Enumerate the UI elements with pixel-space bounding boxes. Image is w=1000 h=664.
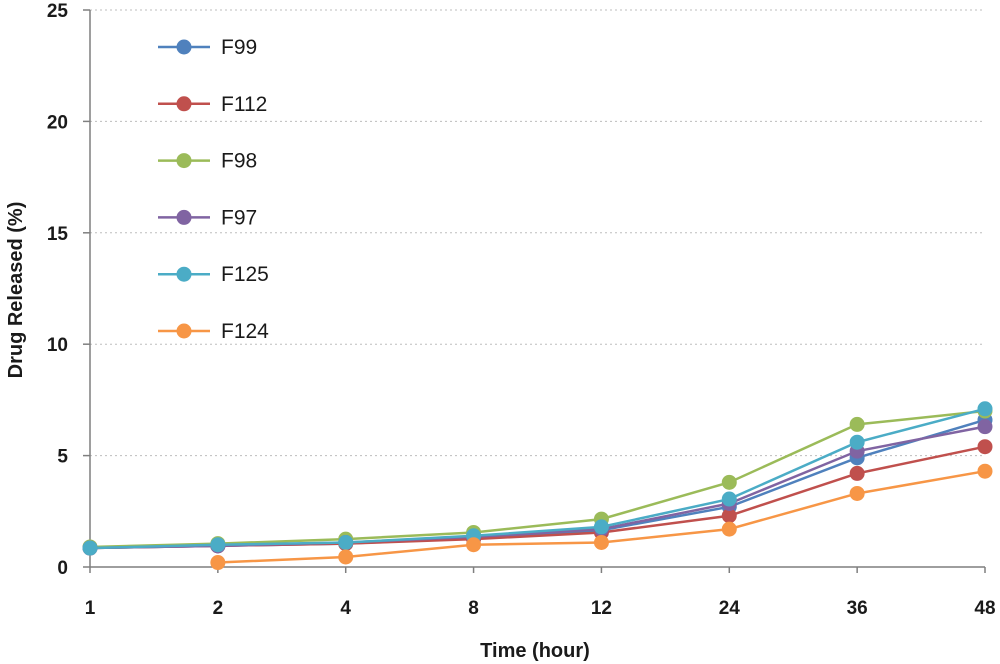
legend-item: F125	[158, 263, 269, 286]
x-axis-title: Time (hour)	[480, 640, 590, 662]
x-tick-label: 1	[85, 598, 96, 619]
legend-swatch-marker	[176, 266, 192, 282]
axes	[83, 9, 986, 573]
legend-label: F97	[221, 206, 257, 229]
data-point	[210, 555, 226, 571]
x-tick-label: 36	[847, 598, 868, 619]
legend-swatch-marker	[176, 209, 192, 225]
data-point	[593, 534, 609, 550]
legend: F99 F112 F98 F97 F125 F124	[158, 36, 269, 343]
data-point	[82, 540, 98, 556]
series-f125	[82, 401, 993, 556]
legend-item: F124	[158, 320, 269, 343]
series-f124	[210, 463, 993, 571]
data-point	[977, 463, 993, 479]
x-tick-label: 4	[340, 598, 351, 619]
y-tick-label: 5	[57, 447, 68, 468]
data-point	[338, 534, 354, 550]
y-tick-label: 0	[57, 558, 68, 579]
legend-item: F99	[158, 36, 257, 59]
legend-swatch-marker	[176, 323, 192, 339]
data-point	[977, 419, 993, 435]
series-line	[89, 407, 986, 550]
data-point	[721, 521, 737, 537]
y-tick-label: 10	[47, 335, 68, 356]
x-tick-label: 24	[719, 598, 741, 619]
data-point	[338, 549, 354, 565]
data-point	[593, 519, 609, 535]
legend-swatch-marker	[176, 39, 192, 55]
legend-swatch-marker	[176, 96, 192, 112]
x-tick-label: 2	[213, 598, 224, 619]
legend-item: F98	[158, 150, 257, 173]
x-tick-label: 48	[974, 598, 995, 619]
legend-item: F97	[158, 206, 257, 229]
data-point	[849, 434, 865, 450]
data-point	[721, 508, 737, 524]
data-point	[721, 491, 737, 507]
x-tick-label: 12	[591, 598, 612, 619]
legend-label: F99	[221, 36, 257, 59]
data-point	[721, 474, 737, 490]
gridlines	[90, 9, 985, 457]
data-point	[849, 465, 865, 481]
data-point	[977, 439, 993, 455]
y-tick-label: 15	[47, 224, 69, 245]
legend-label: F98	[221, 150, 257, 173]
series	[82, 401, 993, 571]
legend-label: F112	[221, 93, 267, 116]
x-tick-label: 8	[468, 598, 479, 619]
data-point	[466, 537, 482, 553]
data-point	[210, 537, 226, 553]
legend-item: F112	[158, 93, 267, 116]
data-point	[977, 401, 993, 417]
data-point	[849, 416, 865, 432]
y-axis-title: Drug Released (%)	[5, 202, 27, 379]
y-tick-label: 20	[47, 112, 68, 133]
y-tick-label: 25	[47, 1, 69, 22]
data-point	[849, 485, 865, 501]
legend-label: F125	[221, 263, 269, 286]
legend-label: F124	[221, 320, 269, 343]
series-line	[89, 409, 986, 549]
legend-swatch-marker	[176, 153, 192, 169]
